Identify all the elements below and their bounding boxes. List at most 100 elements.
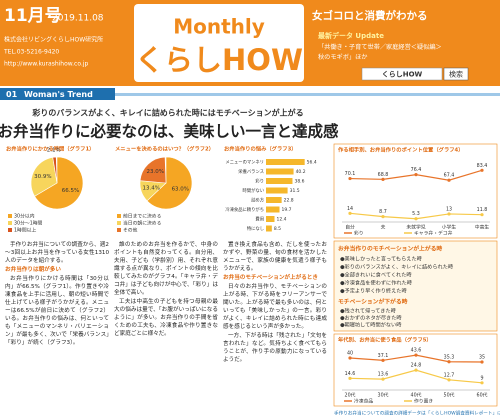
chart-title: 年代別、お弁当に使う食品（グラフ5）: [338, 336, 432, 344]
bar-label: 栄養バランス: [238, 168, 264, 175]
legend-swatch: [117, 228, 121, 232]
list-item: ●残されて帰ってきた時: [340, 307, 396, 315]
title: お弁当作りに必要なのは、美味しい一言と達成感: [0, 122, 339, 141]
point: [447, 178, 451, 182]
point-label: 68.8: [378, 172, 389, 178]
point: [348, 176, 352, 181]
slice-label: 23.0%: [147, 169, 164, 175]
bar-label: メニューのマンネリ: [225, 160, 264, 166]
x-tick-label: 自分: [345, 224, 355, 231]
paragraph: 誰のためのお弁当を作るかで、中身のポイントも自然変わってくる。自分用、夫用、子ど…: [114, 242, 218, 296]
tagline: 女ゴコロと消費がわかる: [312, 9, 428, 22]
x-tick-label: 20代: [345, 392, 356, 399]
note: 手作りお弁当についての調査の詳細データは「くらしHOW調査資料レポート」に掲載中…: [334, 410, 500, 417]
company: 株式会社リビングくらしHOW研究所: [4, 36, 103, 44]
bar-value: 38.6: [294, 179, 304, 185]
box-title: モチベーションが下がる時: [338, 298, 408, 306]
legend-swatch: [8, 214, 12, 218]
legend-label: 1時間以上: [14, 227, 36, 234]
point-label: 83.4: [477, 163, 488, 169]
bar: [266, 206, 280, 213]
point: [348, 376, 352, 380]
bar-label: 彩り: [255, 178, 264, 185]
point: [381, 377, 385, 381]
list-item: ●全部きれいに食べてくれた時: [340, 271, 412, 279]
point: [348, 211, 352, 215]
paragraph: お弁当作りは朝が多い: [5, 267, 61, 273]
point: [381, 215, 385, 219]
text-column: 手作りお弁当についての調査から、週2～3回以上お弁当を作っている女性1310人の…: [5, 241, 109, 418]
x-tick-label: 30代: [378, 392, 389, 399]
point: [348, 356, 352, 360]
bar: [266, 225, 272, 232]
point: [381, 177, 385, 181]
point-label: 13: [446, 206, 452, 212]
brand-top: Monthly: [173, 15, 265, 39]
pie-slice: [146, 156, 193, 210]
x-tick-label: 小学生: [442, 224, 457, 231]
point: [480, 360, 484, 364]
legend-label: 30分以内: [14, 213, 35, 220]
point-label: 12.7: [444, 372, 455, 378]
bar-value: 56.4: [307, 160, 317, 166]
text-column: 誰のためのお弁当を作るかで、中身のポイントも自然変わってくる。自分用、夫用、子ど…: [114, 241, 218, 418]
paragraph: 置き換え食品も含め、だしを使ったおかずや、野菜の量、旬の食材を活かしたメニューで…: [223, 242, 327, 272]
x-tick-label: 50代: [444, 392, 455, 399]
bar-label: 時間がない: [243, 187, 264, 194]
section-number: 01: [6, 90, 18, 99]
bar: [266, 168, 294, 175]
point-label: 37.1: [378, 353, 389, 359]
subtitle: 彩りのバランスがよく、キレイに詰められた時にはモチベーションが上がる: [31, 108, 303, 118]
point-label: 24.8: [411, 363, 422, 369]
paragraph: 日々のお弁当作り、モチベーションの上がる時、下がる時をフリーアンサーで聞いた。上…: [223, 284, 327, 330]
point-label: 8.7: [379, 209, 387, 215]
issue: 11月号: [4, 6, 62, 26]
point: [414, 368, 418, 372]
point-label: 9: [480, 375, 483, 381]
bar-label: 冷凍食品に頼りがち: [225, 206, 264, 213]
legend-label: 作り置き: [414, 398, 433, 405]
point-label: 13.6: [378, 372, 389, 378]
legend-label: 前日までに決める: [123, 213, 162, 220]
bar-label: 費用: [255, 216, 264, 223]
pie-slice: [139, 156, 167, 184]
legend-swatch: [8, 221, 12, 225]
bar: [266, 178, 293, 184]
legend-swatch: [117, 214, 121, 218]
legend-label: キャラ弁・デコ弁: [414, 230, 453, 237]
brand-panel: [134, 4, 304, 82]
search-button[interactable]: [443, 67, 469, 81]
text-column: 置き換え食品も含め、だしを使ったおかずや、野菜の量、旬の食材を活かしたメニューで…: [223, 241, 327, 418]
point-label: 70.1: [345, 171, 356, 177]
x-tick-label: 未就学児: [406, 224, 425, 231]
bar-value: 40.2: [296, 169, 306, 175]
point-label: 43.6: [411, 348, 422, 354]
point: [480, 168, 484, 172]
point: [381, 358, 385, 362]
search-word: くらしHOW: [382, 71, 423, 79]
list-item: ●おかずのネタが尽きた時: [340, 314, 402, 322]
legend-label: 当日の朝に決める: [123, 220, 162, 227]
point-label: 35: [479, 355, 485, 361]
slice-label: 66.5%: [62, 188, 79, 194]
brand: くらしHOW: [135, 43, 303, 77]
chart-title: お弁当作りの悩み（グラフ3）: [224, 145, 297, 153]
bar: [266, 187, 288, 194]
paragraph: お弁当のモチベーションが上がるとき: [223, 275, 318, 281]
legend-label: その他: [123, 227, 138, 234]
list-item: ●冷凍食品を使わずに作れた時: [340, 279, 412, 287]
point: [414, 173, 418, 177]
list-item: ●彩りのバランスがよく、キレイに詰められた時: [340, 263, 453, 271]
legend-swatch: [117, 221, 121, 225]
search-box[interactable]: [361, 67, 443, 81]
bar: [266, 197, 282, 203]
point-label: 11.8: [477, 207, 488, 213]
point: [447, 212, 451, 216]
update-text: 「共働き・子育て世帯／家庭経営＜疑似編＞: [318, 43, 442, 51]
paragraph: 一方、下がる時は「残された」「文句を言われた」など。気持ちよく食べてもらうことが…: [223, 333, 327, 363]
paragraph: 手作りお弁当についての調査から、週2～3回以上お弁当を作っている女性1310人の…: [5, 242, 109, 264]
update-text: 秋のモギボ」ほか: [318, 53, 368, 61]
point: [480, 381, 484, 385]
point: [447, 378, 451, 382]
